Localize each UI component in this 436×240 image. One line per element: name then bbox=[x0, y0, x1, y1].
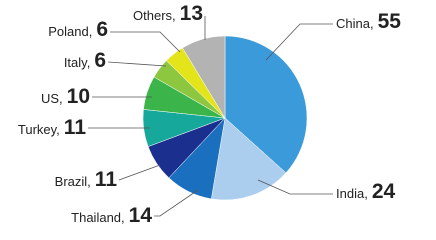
value-label: 24 bbox=[372, 180, 396, 203]
leader-line bbox=[257, 179, 333, 195]
slice-label: India, 24 bbox=[336, 180, 395, 203]
leader-line bbox=[110, 31, 181, 53]
category-name: Turkey, bbox=[18, 122, 60, 137]
slice-label: Italy, 6 bbox=[64, 49, 106, 72]
pie-slice bbox=[211, 117, 287, 201]
category-name: China, bbox=[336, 16, 374, 31]
slice-label: US, 10 bbox=[41, 85, 90, 108]
value-label: 14 bbox=[129, 204, 153, 227]
category-name: India, bbox=[336, 186, 368, 201]
value-label: 13 bbox=[180, 2, 203, 25]
category-name: US, bbox=[41, 91, 63, 106]
category-name: Italy, bbox=[64, 55, 91, 70]
slice-label: Brazil, 11 bbox=[55, 168, 118, 191]
category-name: Brazil, bbox=[55, 174, 91, 189]
slice-label: China, 55 bbox=[336, 10, 401, 33]
value-label: 11 bbox=[95, 168, 118, 191]
leader-line bbox=[107, 61, 167, 67]
value-label: 6 bbox=[96, 18, 108, 41]
leader-line bbox=[154, 189, 199, 217]
slice-label: Thailand, 14 bbox=[71, 204, 152, 227]
pie-slice bbox=[224, 35, 308, 174]
leader-line bbox=[118, 164, 161, 181]
pie-slice bbox=[182, 35, 226, 119]
category-name: Poland, bbox=[48, 24, 92, 39]
category-name: Thailand, bbox=[71, 210, 124, 225]
slice-label: Turkey, 11 bbox=[18, 116, 86, 139]
value-label: 55 bbox=[378, 10, 402, 33]
category-name: Others, bbox=[133, 8, 176, 23]
slice-label: Poland, 6 bbox=[48, 18, 108, 41]
value-label: 11 bbox=[64, 116, 87, 139]
value-label: 6 bbox=[94, 49, 106, 72]
page: {"chart_data": {"type": "pie", "categori… bbox=[17, 2, 402, 227]
slice-label: Others, 13 bbox=[133, 2, 203, 25]
value-label: 10 bbox=[67, 85, 90, 108]
leader-line bbox=[265, 23, 333, 61]
